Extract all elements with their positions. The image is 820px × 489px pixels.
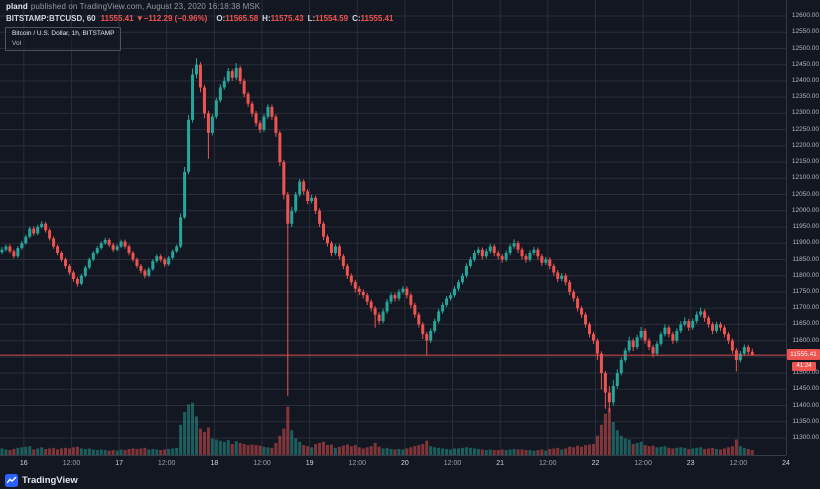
price-axis-label: 11750.00 <box>792 287 819 295</box>
price-change: −112.29 (−0.96%) <box>143 14 208 23</box>
publish-info: pland published on TradingView.com, Augus… <box>6 2 393 11</box>
price-axis-label: 11650.00 <box>792 320 819 328</box>
price-axis-label: 12500.00 <box>791 44 819 52</box>
legend-volume-indicator: Vol <box>12 40 22 47</box>
time-axis-label: 22 <box>591 460 600 467</box>
time-axis-label: 17 <box>115 460 123 467</box>
price-axis-label: 12550.00 <box>791 28 819 36</box>
time-axis-label: 20 <box>400 460 409 467</box>
price-axis-label: 12400.00 <box>791 76 819 84</box>
high-value: H:11575.43 <box>262 14 304 23</box>
time-axis-label: 12:00 <box>62 460 81 467</box>
time-axis-label: 12:00 <box>634 460 652 467</box>
price-axis[interactable]: 11555.41 41:24 12600.00 12550.00 12500.00 1… <box>786 0 820 455</box>
price-axis-label: 11350.00 <box>792 417 819 425</box>
price-axis-label: 11900.00 <box>792 239 819 247</box>
time-axis-label: 12:00 <box>348 460 367 467</box>
close-value: C:11555.41 <box>352 14 394 23</box>
time-axis-label: 24 <box>782 460 790 467</box>
price-axis-label: 11450.00 <box>792 385 819 393</box>
chart-legend: Bitcoin / U.S. Dollar, 1h, BITSTAMP Vol <box>5 27 122 51</box>
price-axis-label: 11600.00 <box>792 336 819 344</box>
last-price-value: 11555.41 <box>100 14 134 23</box>
low-value: L:11554.59 <box>307 14 349 23</box>
price-axis-label: 12300.00 <box>791 109 819 117</box>
time-axis-label: 19 <box>305 460 314 467</box>
price-axis-label: 12100.00 <box>791 174 819 182</box>
price-axis-label: 12350.00 <box>791 93 819 101</box>
price-axis-label: 11800.00 <box>792 271 819 279</box>
tradingview-logo-icon[interactable] <box>5 473 18 487</box>
open-value: O:11565.58 <box>216 14 259 23</box>
price-axis-label: 12150.00 <box>791 158 819 166</box>
published-text: published on TradingView.com, August 23,… <box>30 2 261 11</box>
vertical-gridlines <box>23 0 739 455</box>
price-axis-label: 11850.00 <box>792 255 819 263</box>
time-axis-label: 12:00 <box>539 460 557 467</box>
time-axis-label: 12:00 <box>443 460 462 467</box>
volume-bars <box>0 402 754 455</box>
chart-header: pland published on TradingView.com, Augus… <box>6 2 393 23</box>
time-axis-label: 23 <box>686 460 695 467</box>
bar-countdown-badge: 41:24 <box>792 362 816 372</box>
time-axis-label: 12:00 <box>729 460 748 467</box>
price-axis-label: 12050.00 <box>791 190 819 198</box>
time-axis-label: 12:00 <box>253 460 271 467</box>
symbol-info-row: BITSTAMP:BTCUSD, 60 11555.41 ▼−112.29 (−0… <box>6 14 393 23</box>
legend-title: Bitcoin / U.S. Dollar, 1h, BITSTAMP <box>12 30 115 37</box>
price-axis-label: 12250.00 <box>791 125 819 133</box>
current-price-badge: 11555.41 <box>787 349 820 361</box>
price-axis-label: 11950.00 <box>792 223 819 230</box>
price-axis-label: 11400.00 <box>792 401 819 409</box>
time-axis-label: 16 <box>19 460 28 467</box>
price-axis-label: 12000.00 <box>791 206 819 214</box>
price-axis-label: 11500.00 <box>792 369 819 377</box>
down-arrow-icon: ▼ <box>135 14 144 23</box>
footer: TradingView <box>5 471 78 489</box>
time-axis[interactable]: 16 12:00 17 12:00 18 12:00 19 12:00 20 12:00 21 12:… <box>0 455 790 473</box>
time-axis-label: 18 <box>210 460 219 467</box>
candlesticks <box>0 58 754 413</box>
symbol-label: BITSTAMP:BTCUSD, 60 <box>6 14 96 23</box>
time-axis-label: 12:00 <box>157 460 176 467</box>
price-axis-label: 11700.00 <box>792 304 819 312</box>
price-axis-label: 12200.00 <box>791 141 819 149</box>
price-axis-label: 12600.00 <box>791 12 819 19</box>
time-axis-label: 21 <box>496 460 505 467</box>
tradingview-brand[interactable]: TradingView <box>22 474 78 486</box>
horizontal-gridlines <box>0 15 786 439</box>
price-axis-label: 12450.00 <box>791 60 819 68</box>
author-name: pland <box>6 2 28 11</box>
price-axis-label: 11300.00 <box>792 434 819 441</box>
